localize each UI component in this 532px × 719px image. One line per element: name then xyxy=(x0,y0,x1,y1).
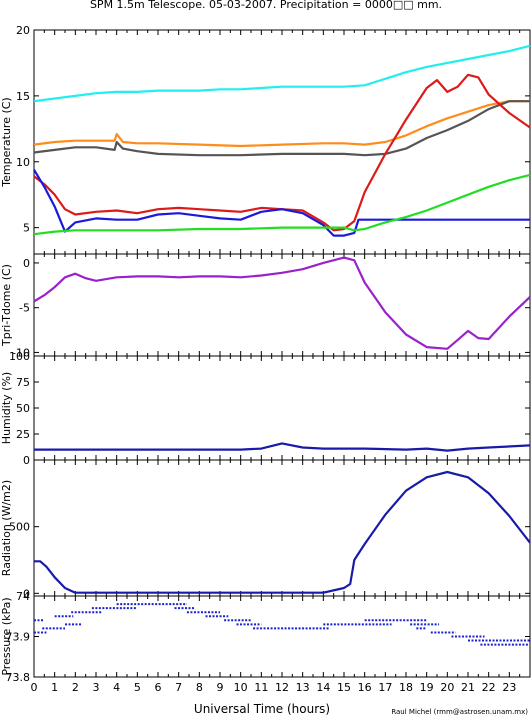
y-tick-label: 73.9 xyxy=(6,631,31,644)
y-tick-label: 50 xyxy=(16,402,30,415)
x-tick-label: 3 xyxy=(93,681,100,694)
y-tick-label: -10 xyxy=(12,346,30,359)
credit-text: Raul Michel (rmm@astrosen.unam.mx) xyxy=(391,708,528,716)
x-tick-label: 5 xyxy=(134,681,141,694)
series-line-gray xyxy=(33,100,530,157)
x-tick-label: 9 xyxy=(217,681,224,694)
x-tick-label: 21 xyxy=(461,681,475,694)
y-axis-label: Humidity (%) xyxy=(0,372,13,444)
y-axis-label: Radiation (W/m2) xyxy=(0,480,13,576)
series-line-purple xyxy=(33,256,531,350)
series-line-blue xyxy=(33,169,530,237)
y-tick-label: 25 xyxy=(16,428,30,441)
x-tick-label: 18 xyxy=(399,681,413,694)
y-axis-label: Temperature (C) xyxy=(0,97,13,187)
x-tick-label: 11 xyxy=(254,681,268,694)
x-tick-label: 20 xyxy=(440,681,454,694)
x-tick-label: 4 xyxy=(113,681,120,694)
y-tick-label: 500 xyxy=(9,521,30,534)
panel-frame xyxy=(33,459,531,597)
y-tick-label: 0 xyxy=(23,587,30,600)
x-tick-label: 15 xyxy=(337,681,351,694)
x-tick-label: 6 xyxy=(155,681,162,694)
y-tick-label: 0 xyxy=(23,257,30,270)
x-tick-label: 23 xyxy=(502,681,516,694)
x-tick-label: 1 xyxy=(51,681,58,694)
y-axis-label: Pressure (kPa) xyxy=(0,597,13,675)
y-axis-label: Tpri-Tdome (C) xyxy=(0,264,13,347)
y-tick-label: 15 xyxy=(16,90,30,103)
series-line-navy xyxy=(34,442,531,452)
y-tick-label: 5 xyxy=(23,222,30,235)
x-tick-label: 10 xyxy=(234,681,248,694)
chart-title: SPM 1.5m Telescope. 05-03-2007. Precipit… xyxy=(90,0,442,11)
x-tick-label: 12 xyxy=(275,681,289,694)
x-tick-label: 17 xyxy=(378,681,392,694)
x-tick-label: 13 xyxy=(296,681,310,694)
y-tick-label: -5 xyxy=(19,302,30,315)
series-line-cyan xyxy=(33,44,531,103)
x-tick-label: 16 xyxy=(358,681,372,694)
series-line-red xyxy=(33,73,531,232)
series-line-navy xyxy=(34,470,531,594)
y-tick-label: 75 xyxy=(16,376,30,389)
series-line-green xyxy=(33,173,531,236)
x-tick-label: 8 xyxy=(196,681,203,694)
x-tick-label: 2 xyxy=(72,681,79,694)
y-tick-label: 74 xyxy=(16,590,30,603)
y-tick-label: 73.8 xyxy=(6,671,31,684)
y-tick-label: 10 xyxy=(16,156,30,169)
x-tick-label: 22 xyxy=(482,681,496,694)
panel-humidity: 0 25 50 75 100 Humidity (%) xyxy=(0,350,531,467)
x-tick-label: 7 xyxy=(175,681,182,694)
y-tick-label: 20 xyxy=(16,24,30,37)
x-tick-label: 14 xyxy=(316,681,330,694)
y-tick-label: 100 xyxy=(9,350,30,363)
x-axis-label: Universal Time (hours) xyxy=(194,702,330,716)
series-line-orange xyxy=(33,100,530,148)
x-tick-label: 0 xyxy=(31,681,38,694)
y-tick-label: 0 xyxy=(23,454,30,467)
x-tick-label: 19 xyxy=(420,681,434,694)
panel-temperature: 5 10 15 20 Temperature (C) xyxy=(0,24,531,255)
